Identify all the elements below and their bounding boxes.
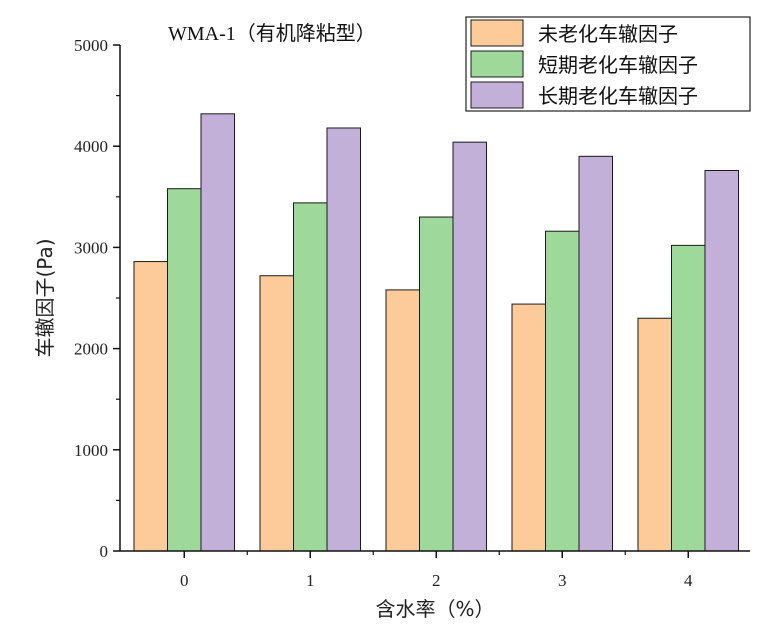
y-tick-label: 1000 bbox=[74, 441, 108, 460]
legend-label-1: 未老化车辙因子 bbox=[538, 22, 678, 46]
legend-swatch-2 bbox=[470, 50, 524, 78]
bar-series3-2 bbox=[452, 141, 487, 552]
bar-series2-4 bbox=[671, 244, 706, 552]
legend-swatch-1 bbox=[470, 19, 524, 47]
bar-series2-1 bbox=[293, 202, 328, 552]
y-axis-label: 车辙因子(Pa) bbox=[33, 238, 57, 357]
bars-group bbox=[133, 113, 739, 552]
y-tick-label: 5000 bbox=[74, 36, 108, 55]
axes-group: 0 1000 2000 3000 4000 5000 0 1 2 3 4 bbox=[74, 36, 750, 590]
legend-label-3: 长期老化车辙因子 bbox=[538, 84, 698, 108]
bar-series3-4 bbox=[704, 169, 739, 552]
bar-series1-4 bbox=[637, 317, 672, 552]
chart-title: WMA-1（有机降粘型） bbox=[168, 22, 376, 45]
x-tick-label: 4 bbox=[684, 571, 693, 590]
bar-series3-0 bbox=[200, 113, 235, 552]
y-tick-label: 0 bbox=[100, 542, 109, 561]
legend-swatch-3 bbox=[470, 81, 524, 109]
bar-series3-1 bbox=[326, 127, 361, 552]
x-tick-label: 0 bbox=[180, 571, 189, 590]
bar-series1-0 bbox=[133, 261, 168, 552]
x-tick-label: 1 bbox=[306, 571, 315, 590]
bar-series1-3 bbox=[511, 303, 546, 552]
bar-series2-0 bbox=[167, 188, 202, 552]
y-tick-label: 3000 bbox=[74, 238, 108, 257]
x-axis-label: 含水率（%） bbox=[375, 597, 494, 621]
bar-series2-2 bbox=[419, 216, 454, 552]
bar-series1-2 bbox=[385, 289, 420, 552]
bar-series1-1 bbox=[259, 275, 294, 552]
legend-label-2: 短期老化车辙因子 bbox=[538, 53, 698, 77]
x-tick-label: 3 bbox=[558, 571, 567, 590]
bar-series2-3 bbox=[545, 230, 580, 552]
x-tick-label: 2 bbox=[432, 571, 441, 590]
bar-series3-3 bbox=[578, 155, 613, 552]
y-tick-label: 2000 bbox=[74, 340, 108, 359]
y-tick-label: 4000 bbox=[74, 137, 108, 156]
